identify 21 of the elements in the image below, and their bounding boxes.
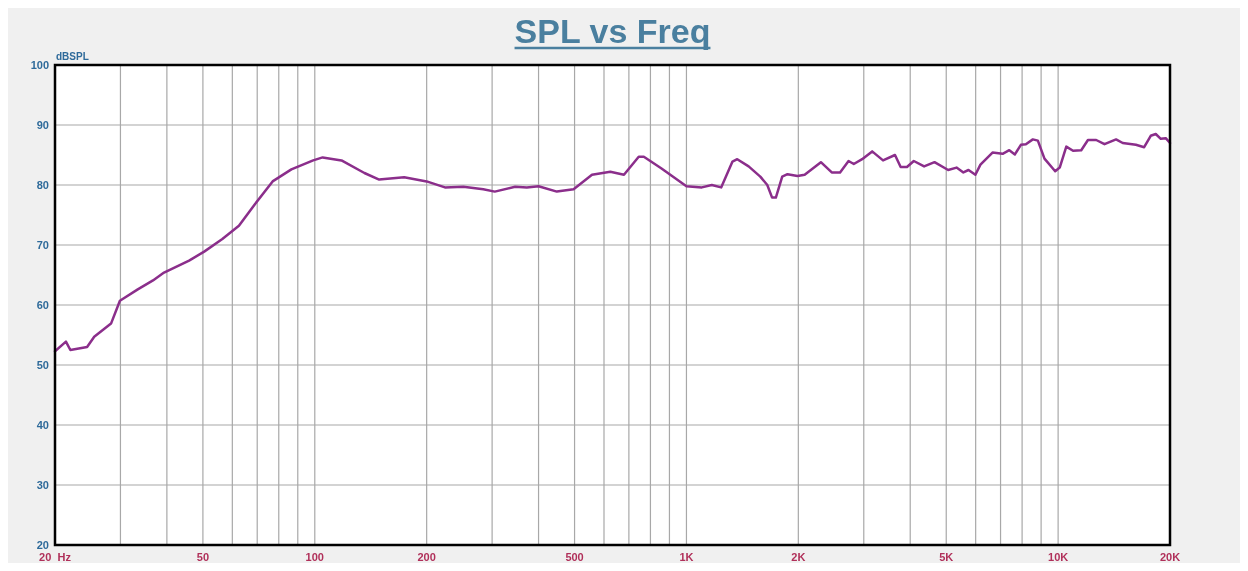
x-tick-label: 10K [1048, 551, 1069, 563]
y-tick-label: 60 [36, 299, 49, 311]
y-tick-label: 90 [36, 119, 49, 131]
x-tick-label: 5K [939, 551, 954, 563]
x-tick-label: 500 [565, 551, 584, 563]
y-tick-label: 30 [36, 479, 49, 491]
x-tick-label: 20 Hz [39, 551, 72, 563]
y-axis-title: dBSPL [56, 51, 89, 62]
y-tick-label: 100 [30, 59, 49, 71]
y-tick-label: 50 [36, 359, 49, 371]
y-tick-label: 20 [36, 539, 49, 551]
x-tick-label: 20K [1159, 551, 1181, 563]
x-tick-label: 2K [791, 551, 806, 563]
y-tick-label: 70 [36, 239, 49, 251]
y-tick-label: 80 [36, 179, 49, 191]
chart-title: SPL vs Freq [514, 12, 711, 50]
x-tick-label: 100 [305, 551, 324, 563]
x-tick-label: 200 [417, 551, 436, 563]
x-tick-label: 50 [196, 551, 210, 563]
y-tick-label: 40 [36, 419, 49, 431]
x-tick-label: 1K [679, 551, 694, 563]
